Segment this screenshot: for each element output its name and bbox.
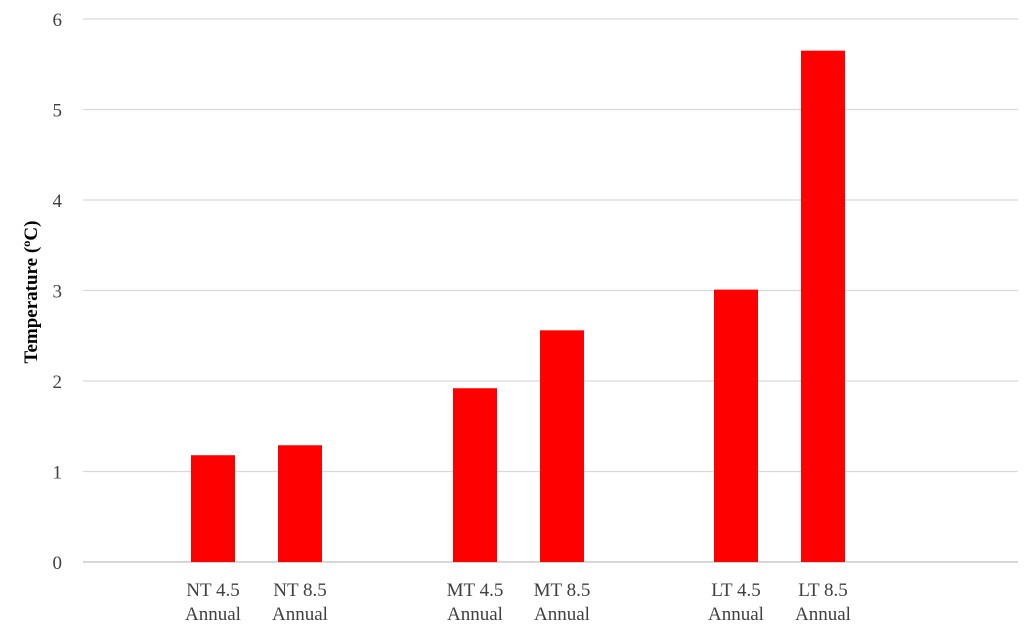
bar xyxy=(540,330,584,562)
bars xyxy=(191,50,845,563)
x-tick-label: LT 8.5 xyxy=(798,580,848,601)
y-tick-label: 4 xyxy=(53,191,63,212)
x-tick-label: Annual xyxy=(534,604,590,625)
y-axis-ticks: 0 1 2 3 4 5 6 xyxy=(53,10,63,574)
x-tick-label: Annual xyxy=(795,604,851,625)
x-tick-label: Annual xyxy=(447,604,503,625)
y-tick-label: 0 xyxy=(53,553,63,574)
x-tick-label: LT 4.5 xyxy=(711,580,761,601)
bar xyxy=(801,50,845,563)
y-axis-label: Temperature (ºC) xyxy=(21,221,42,364)
x-tick-label: Annual xyxy=(185,604,241,625)
x-axis-ticks: NT 4.5 Annual NT 8.5 Annual MT 4.5 Annual MT 8… xyxy=(185,580,851,625)
bar xyxy=(191,455,235,562)
bar xyxy=(714,289,758,562)
x-tick-label: NT 8.5 xyxy=(273,580,326,601)
x-tick-label: NT 4.5 xyxy=(186,580,239,601)
x-tick-label: MT 8.5 xyxy=(534,580,591,601)
bar xyxy=(453,388,497,562)
y-tick-label: 5 xyxy=(53,101,63,122)
bar xyxy=(278,445,322,562)
y-tick-label: 2 xyxy=(53,372,63,393)
y-tick-label: 3 xyxy=(53,282,63,303)
x-tick-label: Annual xyxy=(272,604,328,625)
x-tick-label: Annual xyxy=(708,604,764,625)
x-tick-label: MT 4.5 xyxy=(447,580,504,601)
y-tick-label: 1 xyxy=(53,463,63,484)
y-tick-label: 6 xyxy=(53,10,63,31)
